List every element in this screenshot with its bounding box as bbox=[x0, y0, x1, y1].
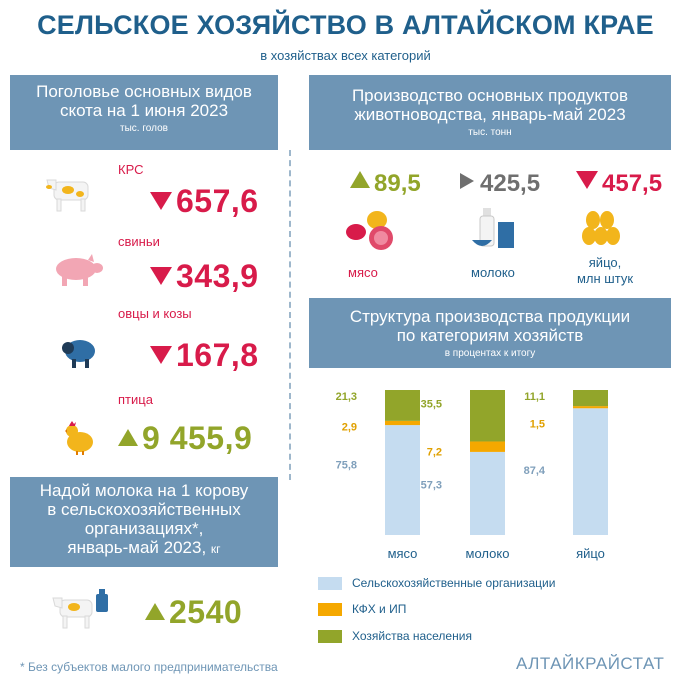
production-unit: тыс. тонн bbox=[468, 127, 512, 138]
data-label-milk-farms: 7,2 bbox=[427, 446, 442, 458]
milk-yield-title-2: в сельскохозяйственных bbox=[47, 500, 241, 519]
structure-title-1: Структура производства продукции bbox=[349, 307, 631, 326]
milk-yield-panel: Надой молока на 1 корову в сельскохозяйс… bbox=[10, 477, 278, 567]
page-subtitle: в хозяйствах всех категорий bbox=[260, 48, 431, 63]
production-label-milk: молоко bbox=[471, 265, 515, 280]
production-panel: Производство основных продуктов животнов… bbox=[309, 75, 671, 150]
category-label-milk: молоко bbox=[466, 546, 510, 561]
bar-meat-farms bbox=[385, 420, 420, 426]
production-title-2: животноводства, январь-май 2023 bbox=[354, 105, 626, 124]
livestock-label-cattle: КРС bbox=[118, 162, 144, 177]
milk-yield-title-1: Надой молока на 1 корову bbox=[39, 481, 249, 500]
milk-yield-title-3: организациях*, bbox=[84, 519, 204, 538]
livestock-title-1: Поголовье основных видов bbox=[36, 82, 252, 101]
cow-milk-icon bbox=[52, 589, 108, 629]
data-label-meat-agri: 75,8 bbox=[336, 459, 357, 471]
pig-icon bbox=[56, 254, 103, 286]
milk-yield-title-4: январь-май 2023, кг bbox=[67, 538, 221, 557]
up-arrow-icon bbox=[118, 429, 138, 446]
eggs-icon bbox=[582, 211, 620, 245]
category-label-eggs: яйцо bbox=[576, 546, 605, 561]
meat-icon bbox=[346, 211, 393, 250]
legend-label-farms: КФХ и ИП bbox=[352, 602, 407, 616]
livestock-value-pigs: 343,9 bbox=[150, 258, 259, 295]
bar-milk-farms bbox=[470, 441, 505, 452]
livestock-title-2: скота на 1 июня 2023 bbox=[59, 101, 229, 120]
up-arrow-icon bbox=[145, 603, 165, 620]
structure-unit: в процентах к итогу bbox=[444, 348, 536, 359]
production-value-milk: 425,5 bbox=[460, 170, 540, 198]
right-arrow-icon bbox=[460, 173, 474, 189]
bar-milk-agri bbox=[470, 451, 505, 535]
data-label-eggs-households: 11,1 bbox=[524, 391, 545, 403]
production-label-eggs: яйцо, млн штук bbox=[576, 255, 634, 286]
down-arrow-icon bbox=[576, 171, 598, 189]
milk-yield-value: 2540 bbox=[145, 594, 242, 631]
production-title-1: Производство основных продуктов bbox=[351, 86, 629, 105]
bar-meat-agri bbox=[385, 425, 420, 535]
livestock-unit: тыс. голов bbox=[120, 123, 168, 134]
sheep-icon bbox=[62, 340, 95, 368]
footnote: * Без субъектов малого предпринимательст… bbox=[20, 660, 278, 674]
brand-logo: АЛТАЙКРАЙСТАТ bbox=[516, 654, 665, 673]
data-label-meat-farms: 2,9 bbox=[342, 422, 357, 434]
bar-meat-households bbox=[385, 390, 420, 421]
bar-milk-households bbox=[470, 390, 505, 442]
data-label-eggs-farms: 1,5 bbox=[530, 419, 545, 431]
down-arrow-icon bbox=[150, 192, 172, 210]
cow-icon bbox=[46, 179, 89, 212]
divider bbox=[289, 150, 291, 480]
livestock-label-poultry: птица bbox=[118, 392, 153, 407]
production-label-meat: мясо bbox=[348, 265, 378, 280]
chicken-icon bbox=[65, 421, 93, 455]
data-label-meat-households: 21,3 bbox=[336, 391, 357, 403]
page-title: СЕЛЬСКОЕ ХОЗЯЙСТВО В АЛТАЙСКОМ КРАЕ bbox=[37, 10, 654, 40]
structure-chart: 75,8 2,9 21,3 мясо 57,3 7,2 35,5 молоко 87,4 1,5 1… bbox=[336, 390, 608, 561]
bar-eggs-farms bbox=[573, 406, 608, 409]
bar-eggs-households bbox=[573, 390, 608, 407]
data-label-eggs-agri: 87,4 bbox=[524, 465, 546, 477]
livestock-label-pigs: свиньи bbox=[118, 234, 160, 249]
legend-swatch-households bbox=[318, 630, 342, 643]
data-label-milk-households: 35,5 bbox=[421, 398, 442, 410]
livestock-value-poultry: 9 455,9 bbox=[118, 420, 252, 457]
up-arrow-icon bbox=[350, 171, 370, 188]
livestock-panel: Поголовье основных видов скота на 1 июня… bbox=[10, 75, 278, 150]
production-value-meat: 89,5 bbox=[350, 170, 421, 198]
livestock-value-cattle: 657,6 bbox=[150, 183, 259, 220]
legend-label-households: Хозяйства населения bbox=[352, 629, 472, 643]
structure-panel: Структура производства продукции по кате… bbox=[309, 298, 671, 368]
category-label-meat: мясо bbox=[388, 546, 418, 561]
structure-title-2: по категориям хозяйств bbox=[396, 326, 584, 345]
data-label-milk-agri: 57,3 bbox=[421, 480, 442, 492]
livestock-value-sheep: 167,8 bbox=[150, 337, 259, 374]
milk-icon bbox=[472, 208, 514, 248]
down-arrow-icon bbox=[150, 346, 172, 364]
legend-label-agri: Сельскохозяйственные организации bbox=[352, 576, 556, 590]
bar-eggs-agri bbox=[573, 408, 608, 535]
livestock-label-sheep: овцы и козы bbox=[118, 306, 192, 321]
legend-swatch-farms bbox=[318, 603, 342, 616]
production-value-eggs: 457,5 bbox=[576, 170, 662, 198]
down-arrow-icon bbox=[150, 267, 172, 285]
legend-swatch-agri bbox=[318, 577, 342, 590]
